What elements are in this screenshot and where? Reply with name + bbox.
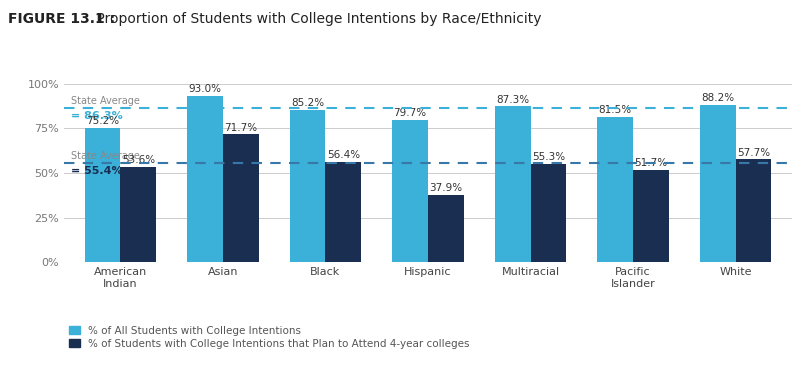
Text: 55.3%: 55.3% bbox=[532, 152, 565, 162]
Bar bbox=[326, 162, 362, 262]
Text: 53.6%: 53.6% bbox=[122, 155, 155, 165]
Text: 37.9%: 37.9% bbox=[430, 183, 462, 193]
Text: = 55.4%: = 55.4% bbox=[71, 166, 123, 176]
Text: 51.7%: 51.7% bbox=[634, 158, 667, 168]
Text: 75.2%: 75.2% bbox=[86, 116, 119, 126]
Text: FIGURE 13.1 :: FIGURE 13.1 : bbox=[8, 12, 120, 25]
Bar bbox=[736, 159, 771, 262]
Bar bbox=[290, 110, 326, 262]
Bar bbox=[120, 167, 156, 262]
Text: 87.3%: 87.3% bbox=[496, 95, 529, 105]
Bar bbox=[597, 117, 633, 262]
Text: 71.7%: 71.7% bbox=[224, 123, 258, 132]
Text: State Average: State Average bbox=[71, 151, 140, 161]
Bar bbox=[428, 195, 464, 262]
Bar bbox=[223, 134, 259, 262]
Bar bbox=[700, 105, 736, 262]
Text: = 86.3%: = 86.3% bbox=[71, 111, 123, 121]
Text: 57.7%: 57.7% bbox=[737, 147, 770, 157]
Text: 88.2%: 88.2% bbox=[701, 93, 734, 103]
Text: 85.2%: 85.2% bbox=[291, 98, 324, 108]
Text: State Average: State Average bbox=[71, 96, 140, 106]
Text: 56.4%: 56.4% bbox=[327, 150, 360, 160]
Text: 93.0%: 93.0% bbox=[189, 85, 222, 95]
Legend: % of All Students with College Intentions, % of Students with College Intentions: % of All Students with College Intention… bbox=[70, 325, 470, 349]
Text: 79.7%: 79.7% bbox=[394, 108, 426, 118]
Bar bbox=[187, 96, 223, 262]
Bar bbox=[85, 128, 120, 262]
Text: 81.5%: 81.5% bbox=[598, 105, 632, 115]
Bar bbox=[494, 107, 530, 262]
Bar bbox=[633, 170, 669, 262]
Bar bbox=[530, 164, 566, 262]
Bar bbox=[392, 120, 428, 262]
Text: Proportion of Students with College Intentions by Race/Ethnicity: Proportion of Students with College Inte… bbox=[92, 12, 542, 25]
